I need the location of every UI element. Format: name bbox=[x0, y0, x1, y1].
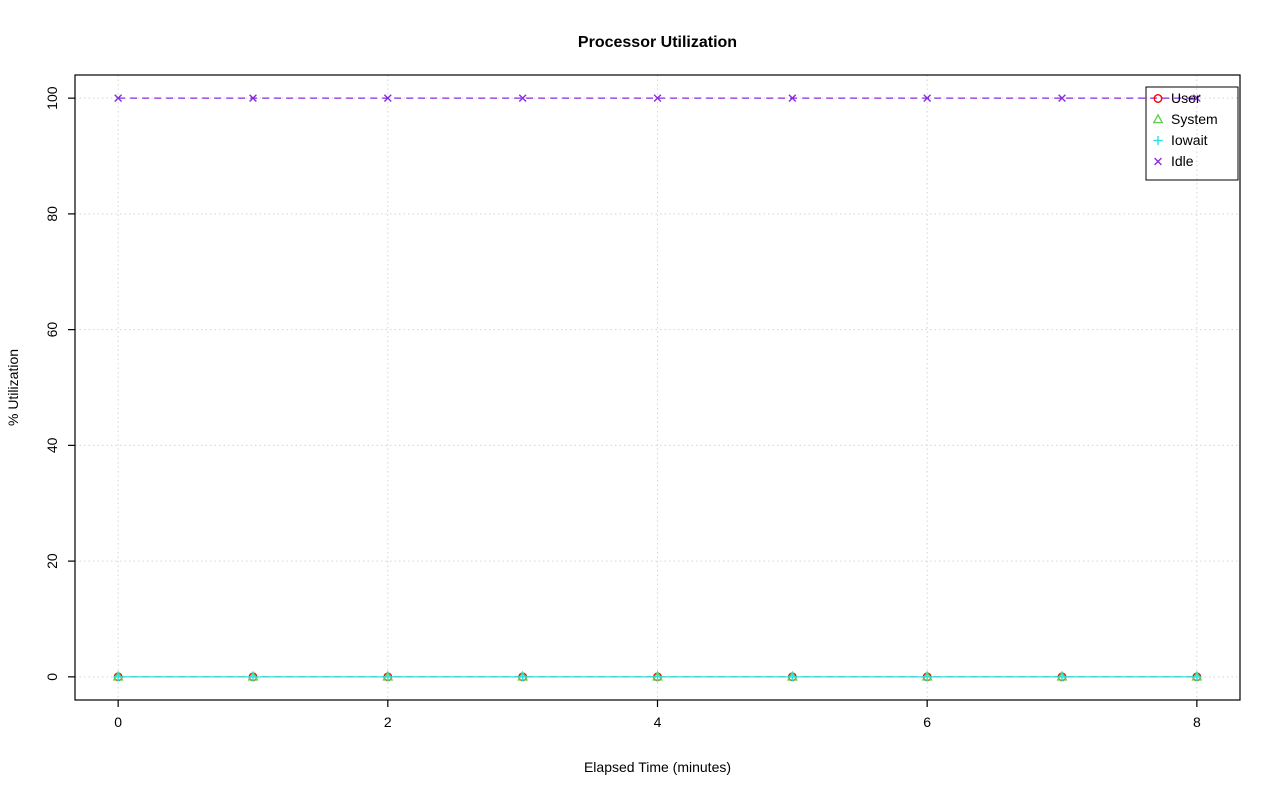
y-tick-label: 60 bbox=[44, 322, 60, 338]
triangle-marker-icon bbox=[1152, 113, 1164, 124]
circle-marker-icon bbox=[1153, 94, 1163, 103]
legend-box bbox=[1145, 86, 1239, 181]
legend-item-iowait: Iowait bbox=[1153, 132, 1208, 148]
x-tick-label: 0 bbox=[114, 714, 122, 730]
y-tick-label: 40 bbox=[44, 437, 60, 453]
plus-marker-icon bbox=[1057, 672, 1067, 682]
legend: User System Iowait Idle bbox=[1145, 86, 1239, 181]
legend-label: Iowait bbox=[1171, 132, 1208, 148]
legend-item-user: User bbox=[1153, 90, 1201, 106]
legend-label: System bbox=[1171, 111, 1218, 127]
x-marker-icon bbox=[923, 94, 932, 103]
legend-label: Idle bbox=[1171, 153, 1194, 169]
chart-title: Processor Utilization bbox=[578, 34, 737, 51]
legend-item-system: System bbox=[1152, 111, 1218, 127]
x-tick-label: 4 bbox=[654, 714, 662, 730]
plus-marker-icon bbox=[922, 672, 932, 682]
y-tick-label: 80 bbox=[44, 206, 60, 222]
legend-item-idle: Idle bbox=[1154, 153, 1194, 169]
y-tick-label: 20 bbox=[44, 553, 60, 569]
x-marker-icon bbox=[1154, 157, 1162, 166]
x-marker-icon bbox=[788, 94, 797, 103]
legend-label: User bbox=[1171, 90, 1201, 106]
series-points-iowait bbox=[113, 672, 1202, 682]
x-marker-icon bbox=[518, 94, 527, 103]
x-marker-icon bbox=[1192, 94, 1201, 103]
y-tick-label: 100 bbox=[44, 86, 60, 110]
plus-marker-icon bbox=[787, 672, 797, 682]
series-points-idle bbox=[114, 94, 1201, 103]
plus-marker-icon bbox=[652, 672, 663, 682]
x-tick-label: 8 bbox=[1193, 714, 1201, 730]
x-marker-icon bbox=[114, 94, 123, 103]
x-axis-label: Elapsed Time (minutes) bbox=[584, 759, 731, 775]
series-markers bbox=[112, 94, 1203, 682]
x-marker-icon bbox=[249, 94, 257, 103]
plus-marker-icon bbox=[248, 672, 258, 682]
y-axis: 0 20 40 60 80 100 bbox=[44, 86, 75, 681]
x-tick-label: 2 bbox=[384, 714, 392, 730]
x-tick-label: 6 bbox=[923, 714, 931, 730]
x-marker-icon bbox=[1058, 94, 1066, 103]
y-tick-label: 0 bbox=[44, 673, 60, 681]
plus-marker-icon bbox=[113, 672, 123, 682]
plus-marker-icon bbox=[383, 672, 393, 682]
x-marker-icon bbox=[383, 94, 392, 103]
plus-marker-icon bbox=[1153, 135, 1163, 146]
x-axis: 0 2 4 6 8 bbox=[114, 700, 1201, 730]
y-axis-label: % Utilization bbox=[5, 349, 21, 426]
x-marker-icon bbox=[653, 94, 662, 103]
plus-marker-icon bbox=[518, 672, 528, 682]
plus-marker-icon bbox=[1192, 672, 1202, 682]
